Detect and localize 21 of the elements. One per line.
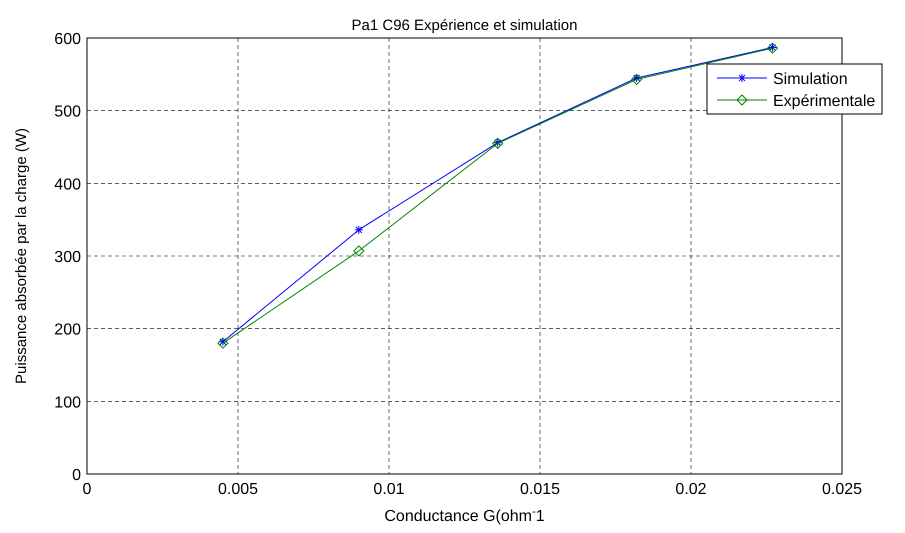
y-tick-label: 100 bbox=[54, 394, 82, 412]
x-axis-title: Conductance G(ohm$^{-}$1 bbox=[384, 506, 545, 525]
y-tick-label: 200 bbox=[54, 322, 82, 339]
chart-title: Pa1 C96 Expérience et simulation bbox=[352, 17, 578, 34]
legend-label: Simulation bbox=[773, 71, 848, 88]
point bbox=[631, 74, 642, 85]
y-tick-label: 300 bbox=[54, 249, 82, 266]
x-tick-label: 0.01 bbox=[373, 481, 405, 498]
x-tick-label: 0.015 bbox=[520, 481, 560, 498]
x-tick-label: 0.02 bbox=[675, 481, 707, 498]
point bbox=[217, 338, 228, 349]
x-tick-label: 0.025 bbox=[822, 481, 862, 498]
y-tick-label: 500 bbox=[54, 104, 82, 121]
y-tick-label: 0 bbox=[72, 467, 82, 484]
legend-label: Expérimentale bbox=[773, 93, 876, 110]
y-tick-label: 600 bbox=[54, 31, 82, 48]
y-tick-label: 400 bbox=[54, 176, 82, 194]
point bbox=[353, 245, 364, 256]
y-axis-title: Puissance absorbée par la charge (W) bbox=[13, 128, 30, 384]
x-tick-label: 0 bbox=[82, 481, 92, 498]
x-tick-label: 0.005 bbox=[218, 481, 258, 498]
